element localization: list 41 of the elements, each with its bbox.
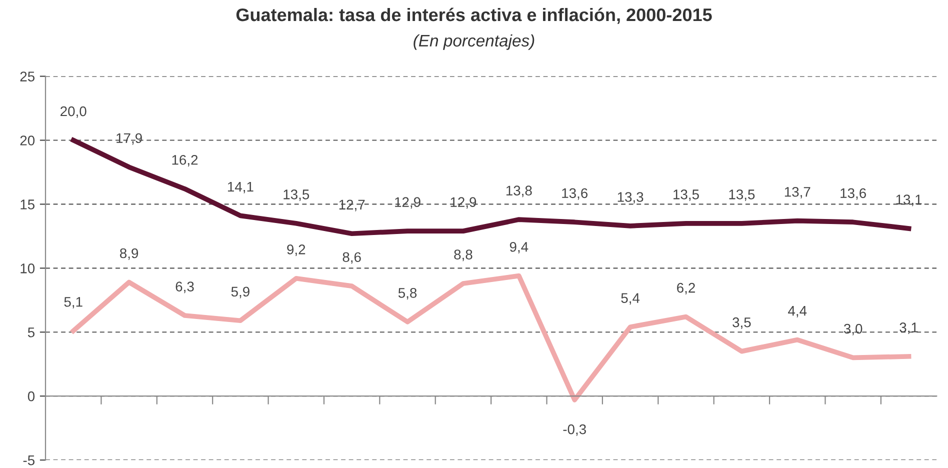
data-label: 12,9 (395, 197, 420, 209)
data-label: 8,6 (342, 252, 361, 264)
data-label: 17,9 (116, 133, 142, 145)
data-label: 5,1 (64, 297, 82, 308)
data-label: 13,3 (618, 192, 644, 204)
y-tick-label: 0 (28, 391, 35, 402)
y-tick-label: 25 (20, 72, 35, 82)
data-label: 5,8 (398, 288, 417, 300)
data-label: 13,5 (674, 190, 699, 201)
data-label: 13,1 (896, 194, 922, 206)
data-label: -0,3 (563, 424, 586, 436)
data-label: 4,4 (788, 306, 807, 318)
y-tick-label: 10 (20, 264, 35, 274)
data-label: 9,2 (287, 244, 306, 256)
data-label: 5,9 (231, 286, 250, 298)
data-label: 16,2 (172, 154, 198, 166)
y-tick-label: 20 (20, 136, 35, 146)
data-label: 13,5 (729, 190, 755, 201)
data-label: 8,8 (454, 250, 472, 262)
data-label: 13,6 (562, 188, 588, 200)
y-tick-label: 15 (20, 200, 35, 210)
data-label: 5,4 (621, 293, 640, 305)
chart-title: Guatemala: tasa de interés activa e inflación, 2000-2015 (236, 8, 712, 24)
data-label: 20,0 (60, 106, 86, 118)
y-tick-label: 5 (28, 328, 35, 338)
data-label: 14,1 (228, 182, 254, 194)
data-label: 8,9 (120, 248, 138, 260)
data-label: 6,3 (176, 282, 194, 294)
data-label: 13,8 (506, 186, 532, 198)
data-label: 6,2 (677, 282, 695, 294)
data-label: 13,7 (784, 186, 810, 198)
data-label: 13,6 (840, 188, 866, 200)
data-label: 12,9 (450, 197, 476, 209)
data-label: 3,5 (732, 317, 751, 329)
data-label: 12,7 (339, 200, 365, 212)
data-label: 9,4 (510, 242, 528, 254)
data-label: 13,5 (284, 190, 310, 201)
chart-subtitle: (En porcentajes) (414, 34, 534, 50)
y-tick-label: -5 (23, 456, 35, 466)
data-label: 3,0 (844, 324, 862, 336)
data-label: 3,1 (900, 322, 918, 334)
